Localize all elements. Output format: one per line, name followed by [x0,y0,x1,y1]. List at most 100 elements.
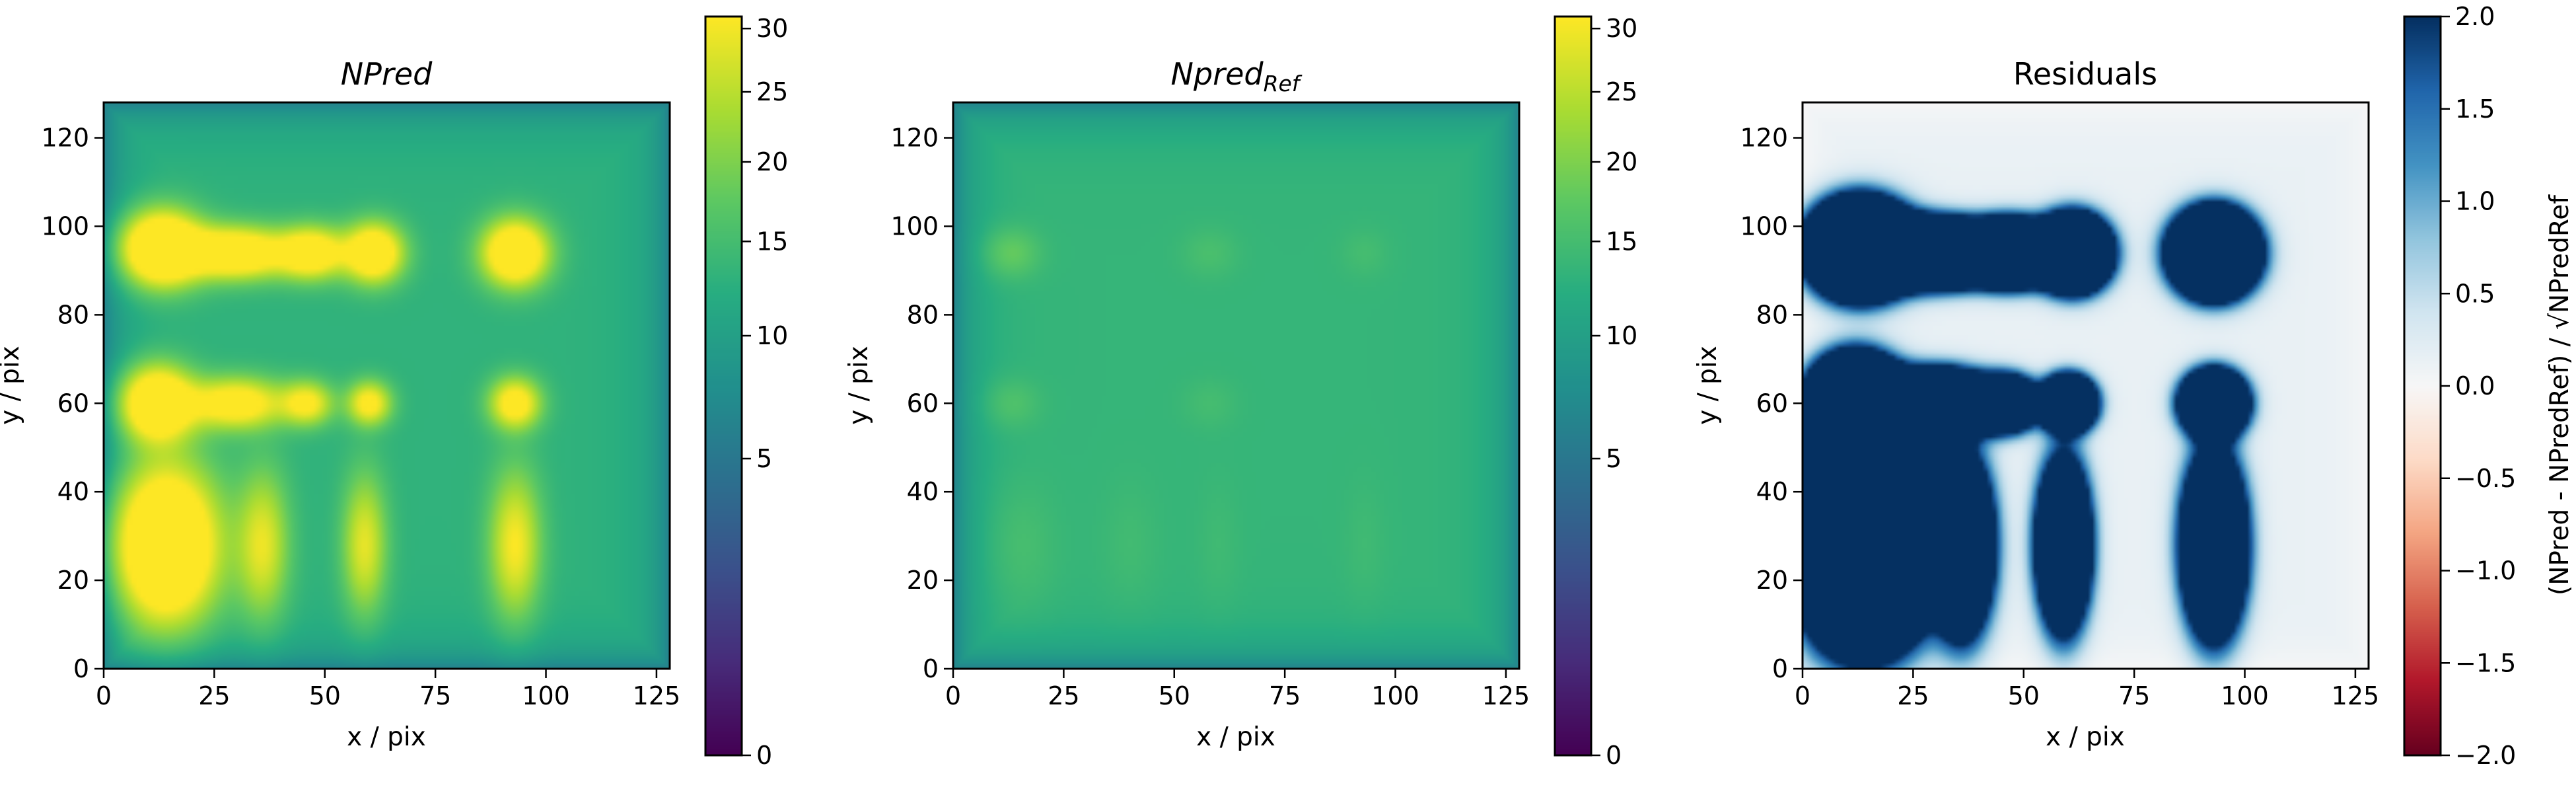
colorbar-tick-label: 0.5 [2455,279,2495,308]
x-tick-label: 25 [1048,681,1079,710]
y-tick-label: 0 [923,654,939,683]
x-tick-label: 125 [633,681,681,710]
x-tick-label: 100 [2221,681,2269,710]
heatmap-image [1803,102,2369,669]
colorbar-tick-label: 5 [756,444,772,473]
colorbar-tick-label: 20 [1606,147,1637,176]
colorbar-tick-label: 20 [756,147,788,176]
y-axis-label: y / pix [844,346,874,425]
y-tick-label: 20 [1756,566,1788,595]
colorbar-tick-label: 1.0 [2455,187,2495,216]
colorbar-tick-label: 15 [1606,227,1637,256]
panel-residuals: Residuals 0 25 50 75 100 125 020406080100120 … [1693,2,2575,770]
x-axis-ticks: 0 25 50 75 100 125 [1795,669,2379,710]
colorbar-ticks: 0 5 10 15 20 25 30 [742,14,788,770]
colorbar [2403,15,2442,757]
y-axis-ticks: 0 20 40 60 80 100 120 [890,124,953,683]
y-axis-label: y / pix [1693,346,1723,425]
x-axis-label: x / pix [1196,722,1275,752]
colorbar-tick-label: 25 [756,77,788,106]
colorbar-tick-label: −1.0 [2455,556,2516,585]
colorbar-tick-label: 0 [756,741,772,770]
y-tick-label: 100 [1740,211,1788,241]
colorbar-tick-label: 15 [756,227,788,256]
heatmap-raster [104,102,670,669]
plot-frame [1801,101,2370,670]
colorbar-tick-label: −1.5 [2455,648,2516,677]
title-main: Npred [1171,56,1264,92]
colorbar-frame [704,15,743,757]
colorbar-tick-label: 0.0 [2455,371,2495,400]
x-tick-label: 100 [522,681,570,710]
colorbar-ticks: −2.0 −1.5 −1.0 −0.5 0.0 0.5 1.0 1.5 2.0 [2441,2,2516,770]
y-axis-label: y / pix [0,346,25,425]
colorbar-tick-label: 1.5 [2455,94,2495,124]
y-tick-label: 80 [57,300,89,329]
y-tick-label: 0 [73,654,89,683]
x-tick-label: 50 [309,681,341,710]
y-tick-label: 40 [57,477,89,506]
colorbar-tick-label: −2.0 [2455,741,2516,770]
y-tick-label: 60 [57,389,89,418]
y-axis-ticks: 0 20 40 60 80 100 120 [41,124,104,683]
colorbar-gradient [1555,17,1591,755]
y-tick-label: 120 [890,124,939,153]
y-tick-label: 20 [57,566,89,595]
y-tick-label: 120 [41,124,89,153]
y-tick-label: 20 [907,566,939,595]
y-tick-label: 120 [1740,124,1788,153]
x-axis-label: x / pix [2046,722,2125,752]
x-tick-label: 75 [2118,681,2150,710]
plot-frame [102,101,671,670]
colorbar-tick-label: 2.0 [2455,2,2495,31]
x-tick-label: 0 [96,681,112,710]
heatmap-raster [1803,102,2369,669]
colorbar-tick-label: 10 [756,321,788,350]
colorbar-tick-label: 30 [756,14,788,43]
colorbar-gradient [2404,17,2441,755]
colorbar-tick-label: 10 [1606,321,1637,350]
colorbar-tick-label: 30 [1606,14,1637,43]
x-tick-label: 50 [1159,681,1190,710]
title-main: NPred [341,56,433,92]
x-axis-label: x / pix [347,722,426,752]
x-tick-label: 75 [1269,681,1301,710]
x-tick-label: 0 [1795,681,1810,710]
y-axis-ticks: 0 20 40 60 80 100 120 [1740,124,1803,683]
x-tick-label: 125 [1482,681,1530,710]
x-axis-ticks: 0 25 50 75 100 125 [945,669,1530,710]
colorbar [1554,15,1592,757]
title-subscript: Ref [1264,71,1303,96]
x-tick-label: 0 [945,681,961,710]
colorbar-tick-label: 25 [1606,77,1637,106]
colorbar-ticks: 0 5 10 15 20 25 30 [1591,14,1637,770]
y-tick-label: 80 [907,300,939,329]
y-tick-label: 80 [1756,300,1788,329]
y-tick-label: 40 [1756,477,1788,506]
x-tick-label: 25 [198,681,230,710]
y-tick-label: 40 [907,477,939,506]
y-tick-label: 60 [907,389,939,418]
heatmap-image [104,102,670,669]
heatmap-raster [953,102,1519,669]
y-tick-label: 100 [890,211,939,241]
x-tick-label: 75 [419,681,451,710]
y-tick-label: 100 [41,211,89,241]
x-tick-label: 25 [1897,681,1929,710]
colorbar-tick-label: −0.5 [2455,464,2516,493]
panel-title: NPred [341,56,433,92]
x-axis-ticks: 0 25 50 75 100 125 [96,669,680,710]
panel-title: NpredRef [1171,56,1303,96]
colorbar-frame [1554,15,1592,757]
x-tick-label: 125 [2332,681,2380,710]
colorbar [704,15,743,757]
colorbar-label: (NPred - NPredRef) / √NPredRef [2545,194,2575,595]
heatmap-image [953,102,1519,669]
panel-title: Residuals [2013,56,2157,92]
plot-frame [952,101,1521,670]
colorbar-gradient [705,17,742,755]
y-tick-label: 60 [1756,389,1788,418]
